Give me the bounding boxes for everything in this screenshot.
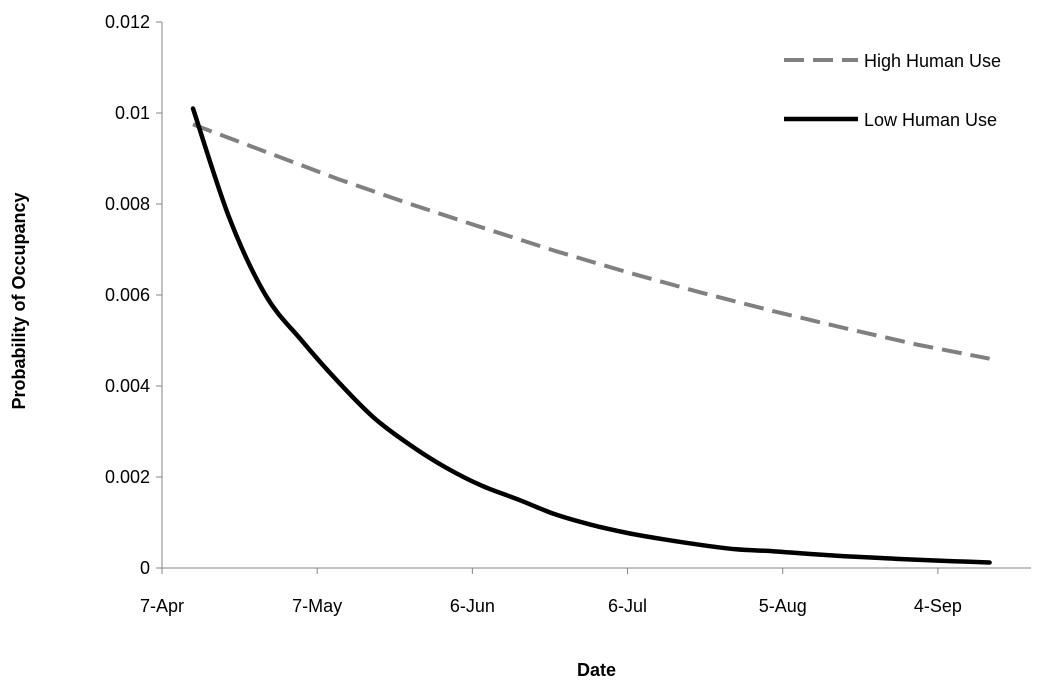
legend-label: Low Human Use bbox=[864, 110, 997, 130]
x-tick-label: 4-Sep bbox=[914, 596, 962, 616]
y-tick-label: 0.01 bbox=[115, 103, 150, 123]
legend-label: High Human Use bbox=[864, 51, 1001, 71]
y-tick-label: 0.008 bbox=[105, 194, 150, 214]
y-tick-label: 0.006 bbox=[105, 285, 150, 305]
y-tick-label: 0.012 bbox=[105, 12, 150, 32]
x-tick-label: 6-Jul bbox=[608, 596, 647, 616]
y-axis-ticks: 0 0.002 0.004 0.006 0.008 0.01 0.012 bbox=[105, 12, 162, 578]
x-axis-ticks: 7-Apr 7-May 6-Jun 6-Jul 5-Aug 4-Sep bbox=[140, 568, 962, 616]
axes bbox=[161, 22, 1031, 569]
series-lines bbox=[190, 106, 992, 565]
legend: High Human Use Low Human Use bbox=[784, 51, 1001, 130]
x-tick-label: 7-Apr bbox=[140, 596, 184, 616]
y-tick-label: 0 bbox=[140, 558, 150, 578]
x-tick-label: 5-Aug bbox=[759, 596, 807, 616]
series-line-high-human-use bbox=[192, 122, 990, 361]
y-tick-label: 0.002 bbox=[105, 467, 150, 487]
series-line-low-human-use bbox=[190, 106, 992, 565]
x-axis-title: Date bbox=[577, 660, 616, 680]
y-tick-label: 0.004 bbox=[105, 376, 150, 396]
y-axis-title: Probability of Occupancy bbox=[9, 192, 29, 409]
x-tick-label: 6-Jun bbox=[450, 596, 495, 616]
x-tick-label: 7-May bbox=[292, 596, 342, 616]
